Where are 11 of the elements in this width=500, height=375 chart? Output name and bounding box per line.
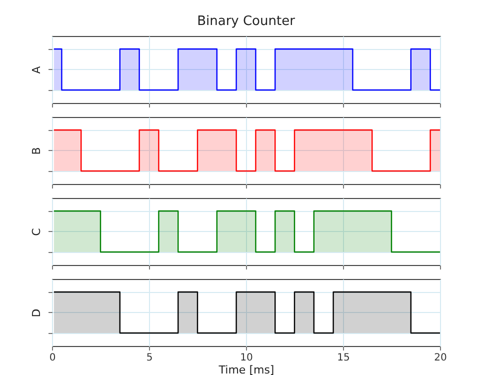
- x-tick-label: 0: [49, 352, 56, 364]
- x-tick-label: 10: [240, 352, 253, 364]
- y-axis-title: B: [30, 147, 43, 155]
- x-tick-label: 5: [146, 352, 153, 364]
- x-tick-label: 20: [434, 352, 447, 364]
- chart-title: Binary Counter: [197, 14, 296, 29]
- x-tick-label: 15: [337, 352, 350, 364]
- x-axis-title: Time [ms]: [218, 364, 274, 375]
- y-axis-title: C: [30, 228, 43, 236]
- y-axis-title: D: [30, 308, 43, 318]
- y-axis-title: A: [30, 66, 43, 74]
